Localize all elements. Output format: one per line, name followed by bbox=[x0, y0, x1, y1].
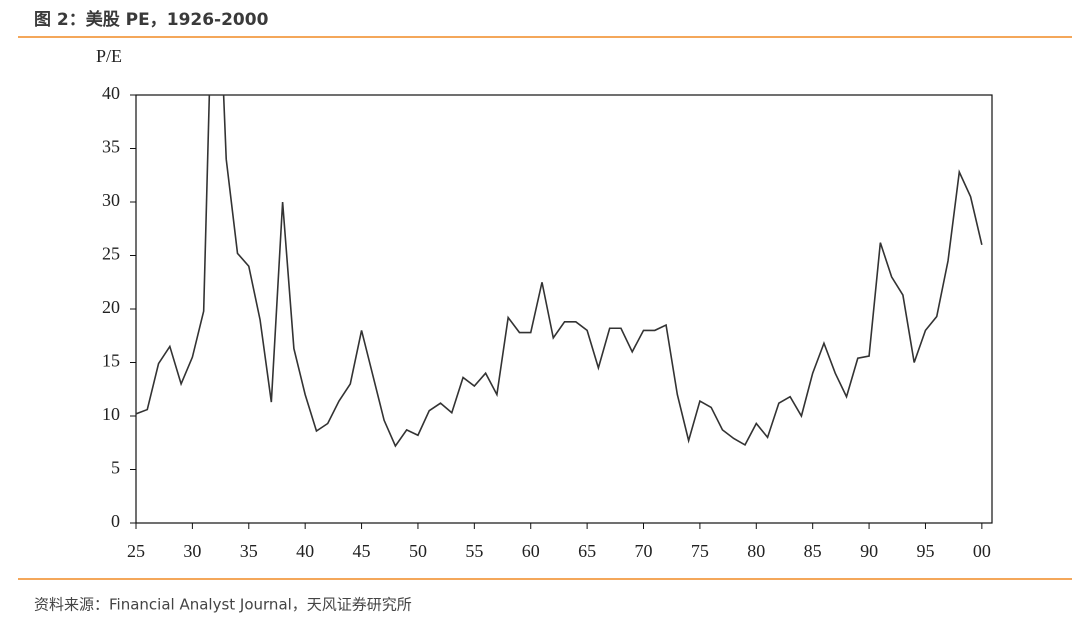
y-tick-label: 40 bbox=[102, 83, 120, 103]
chart-title: 图 2：美股 PE，1926-2000 bbox=[34, 9, 269, 30]
x-tick-label: 00 bbox=[973, 541, 991, 561]
x-tick-label: 75 bbox=[691, 541, 709, 561]
x-tick-label: 95 bbox=[916, 541, 934, 561]
x-tick-label: 45 bbox=[353, 541, 371, 561]
y-tick-label: 0 bbox=[111, 511, 120, 531]
data-line bbox=[136, 95, 983, 448]
y-tick-label: 15 bbox=[102, 351, 120, 371]
x-tick-label: 30 bbox=[183, 541, 201, 561]
x-tick-label: 50 bbox=[409, 541, 427, 561]
x-tick-label: 70 bbox=[635, 541, 653, 561]
x-tick-label: 25 bbox=[127, 541, 145, 561]
x-tick-label: 90 bbox=[860, 541, 878, 561]
x-tick-label: 85 bbox=[804, 541, 822, 561]
x-tick-label: 65 bbox=[578, 541, 596, 561]
y-tick-label: 30 bbox=[102, 190, 120, 210]
plot-frame bbox=[135, 94, 993, 524]
y-tick-label: 20 bbox=[102, 297, 120, 317]
x-tick-label: 55 bbox=[465, 541, 483, 561]
x-tick-label: 80 bbox=[747, 541, 765, 561]
y-tick-label: 25 bbox=[102, 244, 120, 264]
source-note: 资料来源：Financial Analyst Journal，天风证券研究所 bbox=[34, 596, 412, 614]
x-tick-label: 60 bbox=[522, 541, 540, 561]
y-tick-label: 10 bbox=[102, 404, 120, 424]
y-tick-label: 35 bbox=[102, 137, 120, 157]
y-tick-label: 5 bbox=[111, 458, 120, 478]
x-tick-label: 35 bbox=[240, 541, 258, 561]
x-tick-label: 40 bbox=[296, 541, 314, 561]
y-axis-label: P/E bbox=[96, 46, 122, 66]
